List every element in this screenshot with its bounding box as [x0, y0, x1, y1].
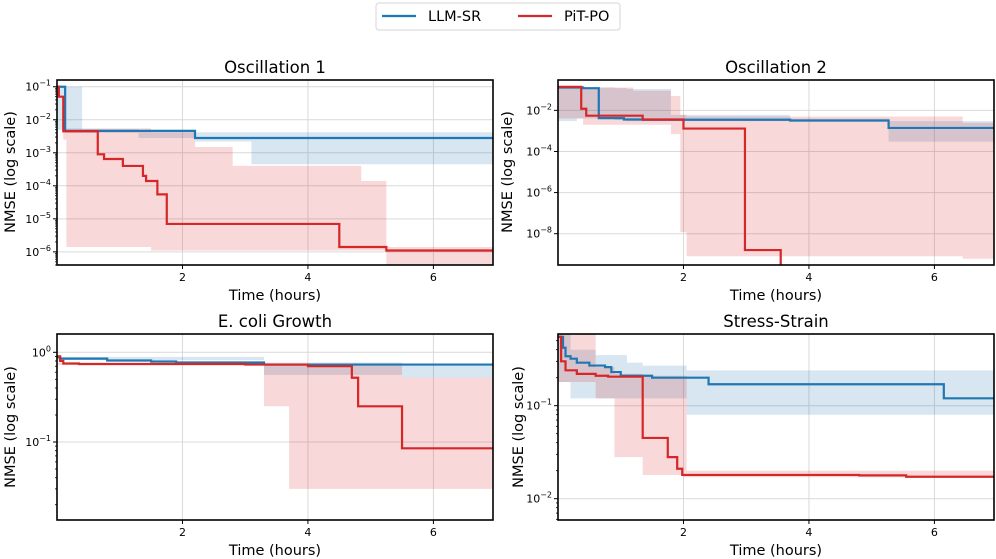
y-axis-label: NMSE (log scale) — [3, 366, 19, 488]
x-tick-label: 4 — [304, 526, 311, 539]
subplot-stress-strain: Stress-Strain Time (hours) NMSE (log sca… — [511, 312, 995, 559]
x-tick-label: 2 — [179, 271, 186, 284]
subplot-oscillation-2: Oscillation 2 Time (hours) NMSE (log sca… — [500, 58, 995, 304]
band-llm-sr — [558, 86, 994, 142]
axes-frame — [56, 333, 494, 521]
line-pit-po — [558, 335, 994, 478]
subplot-title: Oscillation 2 — [725, 58, 827, 77]
y-tick-label: 10−4 — [25, 178, 51, 193]
y-tick-label: 10−8 — [526, 226, 552, 241]
line-llm-sr — [558, 86, 994, 130]
y-tick-label: 10−6 — [526, 185, 552, 200]
subplot-title: Oscillation 1 — [224, 58, 326, 77]
line-pit-po — [57, 85, 493, 252]
y-tick-label: 10−1 — [25, 434, 51, 449]
subplot-title: E. coli Growth — [218, 312, 332, 331]
legend: LLM-SR PiT-PO — [375, 2, 621, 31]
band-pit-po — [558, 86, 994, 259]
x-axis-label: Time (hours) — [228, 288, 321, 304]
x-tick-label: 4 — [805, 271, 812, 284]
y-tick-label: 10−1 — [25, 79, 51, 94]
y-axis-label: NMSE (log scale) — [3, 111, 19, 233]
axes-frame — [56, 79, 494, 266]
y-axis-label: NMSE (log scale) — [511, 366, 527, 488]
y-tick-label: 10−4 — [526, 143, 552, 158]
y-tick-label: 10−1 — [526, 398, 552, 413]
x-tick-label: 4 — [805, 526, 812, 539]
legend-label-pit-po: PiT-PO — [564, 9, 609, 25]
y-tick-label: 10−3 — [25, 145, 51, 160]
line-pit-po — [57, 355, 493, 450]
plot-area — [57, 80, 493, 265]
band-llm-sr — [57, 356, 493, 378]
x-tick-label: 6 — [430, 271, 437, 284]
y-tick-label: 10−2 — [526, 102, 552, 117]
line-llm-sr — [558, 335, 994, 400]
legend-label-llm-sr: LLM-SR — [428, 9, 481, 25]
plot-area — [558, 80, 994, 265]
band-llm-sr — [57, 86, 493, 165]
x-axis-label: Time (hours) — [729, 543, 822, 559]
line-pit-po — [558, 85, 782, 265]
line-llm-sr — [57, 85, 493, 140]
x-tick-label: 2 — [179, 526, 186, 539]
x-tick-label: 6 — [931, 526, 938, 539]
band-pit-po — [57, 362, 493, 489]
x-axis-label: Time (hours) — [729, 288, 822, 304]
band-pit-po — [63, 128, 493, 265]
subplot-title: Stress-Strain — [723, 312, 829, 331]
subplot-oscillation-1: Oscillation 1 Time (hours) NMSE (log sca… — [3, 58, 494, 304]
x-tick-label: 4 — [304, 271, 311, 284]
legend-frame — [375, 2, 621, 31]
subplot-ecoli-growth: E. coli Growth Time (hours) NMSE (log sc… — [3, 312, 494, 559]
y-tick-label: 10−6 — [25, 244, 51, 259]
y-tick-label: 10−2 — [526, 491, 552, 506]
x-tick-label: 2 — [680, 526, 687, 539]
y-axis-label: NMSE (log scale) — [500, 111, 516, 233]
axes-frame — [557, 79, 995, 266]
x-axis-label: Time (hours) — [228, 543, 321, 559]
axes-frame — [557, 333, 995, 521]
plot-area — [57, 334, 493, 520]
x-tick-label: 6 — [430, 526, 437, 539]
y-tick-label: 100 — [32, 344, 51, 359]
band-llm-sr — [558, 334, 994, 415]
x-tick-label: 2 — [680, 271, 687, 284]
y-tick-label: 10−2 — [25, 112, 51, 127]
y-tick-label: 10−5 — [25, 211, 51, 226]
plot-area — [558, 334, 994, 520]
x-tick-label: 6 — [931, 271, 938, 284]
